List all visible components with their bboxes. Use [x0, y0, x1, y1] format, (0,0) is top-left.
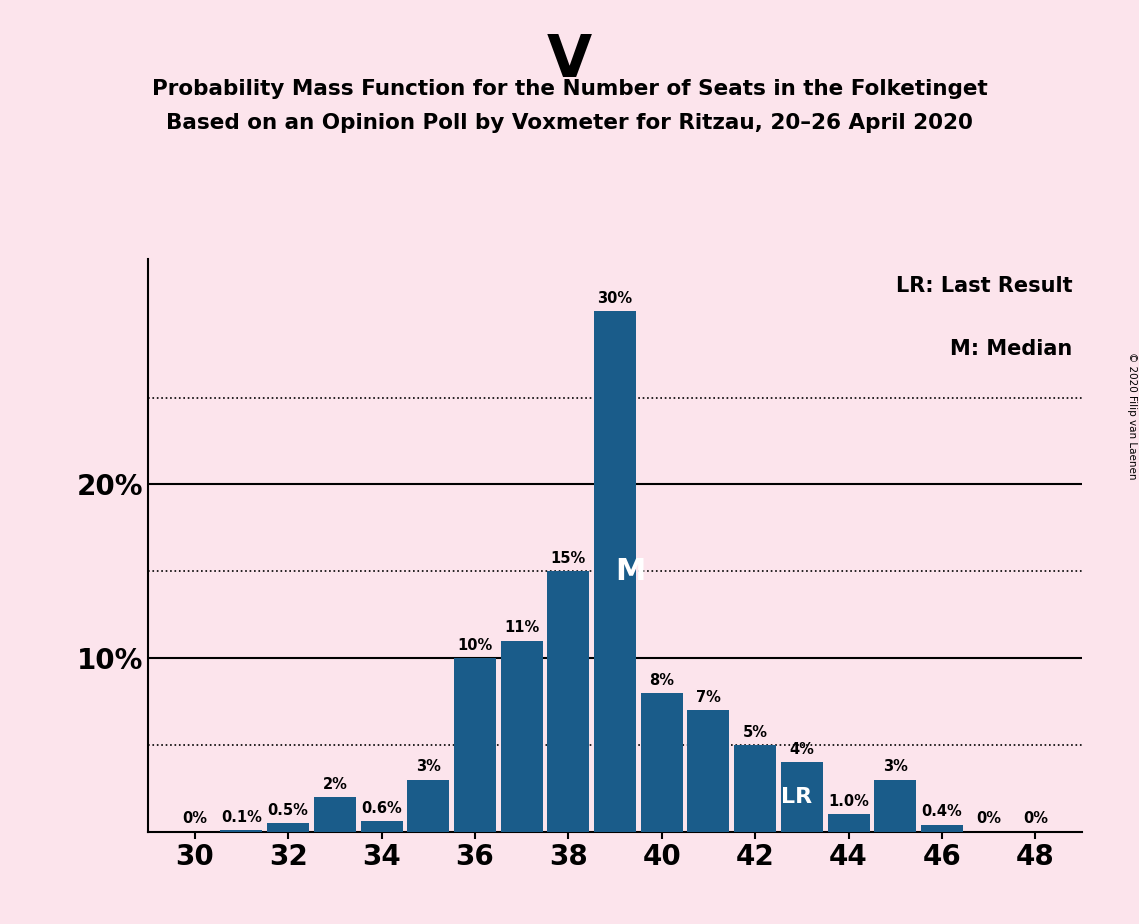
Text: 1.0%: 1.0%: [828, 794, 869, 809]
Bar: [921, 824, 962, 832]
Text: 0%: 0%: [1023, 811, 1048, 826]
Text: Based on an Opinion Poll by Voxmeter for Ritzau, 20–26 April 2020: Based on an Opinion Poll by Voxmeter for…: [166, 113, 973, 133]
Text: 30%: 30%: [598, 290, 632, 306]
Text: 0%: 0%: [182, 811, 207, 826]
Text: V: V: [547, 32, 592, 90]
Bar: [501, 640, 542, 832]
Bar: [548, 571, 589, 832]
Text: M: Median: M: Median: [950, 339, 1073, 359]
Text: LR: LR: [781, 787, 812, 807]
Bar: [875, 780, 916, 832]
Text: 3%: 3%: [416, 760, 441, 774]
Bar: [641, 693, 682, 832]
Bar: [735, 745, 776, 832]
Text: 7%: 7%: [696, 690, 721, 705]
Text: 2%: 2%: [322, 777, 347, 792]
Bar: [454, 658, 495, 832]
Text: 15%: 15%: [551, 551, 585, 566]
Text: 8%: 8%: [649, 673, 674, 687]
Text: 4%: 4%: [789, 742, 814, 757]
Text: © 2020 Filip van Laenen: © 2020 Filip van Laenen: [1126, 352, 1137, 480]
Bar: [408, 780, 449, 832]
Bar: [595, 310, 636, 832]
Text: 5%: 5%: [743, 724, 768, 739]
Bar: [361, 821, 402, 832]
Text: 0%: 0%: [976, 811, 1001, 826]
Text: 10%: 10%: [458, 638, 492, 652]
Text: 0.6%: 0.6%: [361, 801, 402, 816]
Text: 0.1%: 0.1%: [221, 809, 262, 824]
Bar: [828, 814, 869, 832]
Text: 0.5%: 0.5%: [268, 803, 309, 818]
Bar: [314, 796, 355, 832]
Bar: [268, 823, 309, 832]
Text: M: M: [615, 556, 646, 586]
Text: 11%: 11%: [505, 620, 539, 636]
Text: LR: Last Result: LR: Last Result: [896, 276, 1073, 296]
Bar: [688, 710, 729, 832]
Text: 0.4%: 0.4%: [921, 805, 962, 820]
Bar: [221, 830, 262, 832]
Bar: [781, 762, 822, 832]
Text: 3%: 3%: [883, 760, 908, 774]
Text: Probability Mass Function for the Number of Seats in the Folketinget: Probability Mass Function for the Number…: [151, 79, 988, 99]
